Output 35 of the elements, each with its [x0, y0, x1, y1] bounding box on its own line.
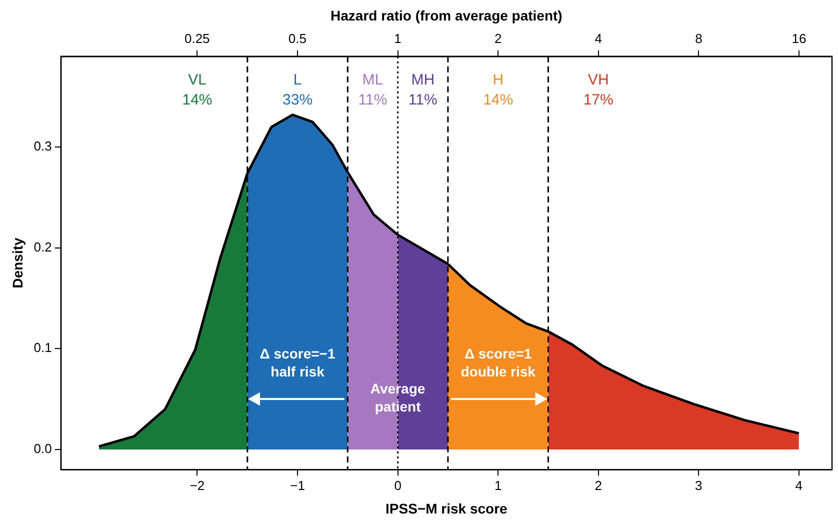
y-axis-title: Density — [9, 238, 26, 288]
annotation: 14% — [182, 92, 212, 109]
x-tick-label: −2 — [190, 478, 205, 493]
x2-tick-label: 0.5 — [288, 31, 306, 46]
x-axis-title: IPSS−M risk score — [386, 500, 508, 516]
annotation: 11% — [358, 92, 388, 109]
x-tick-label: 4 — [795, 478, 803, 493]
x-tick-label: 0 — [394, 478, 402, 493]
x-tick-label: 3 — [695, 478, 702, 493]
x2-tick-label: 4 — [594, 31, 602, 46]
x-tick-label: 2 — [594, 478, 602, 493]
text: VH — [588, 72, 609, 89]
x2-tick-label: 0.25 — [184, 31, 210, 46]
annotation: 17% — [583, 92, 614, 109]
x2-tick-label: 8 — [695, 31, 702, 46]
text: ML — [362, 72, 384, 89]
y-tick-label: 0.2 — [34, 239, 52, 254]
annotation: 11% — [408, 92, 438, 109]
text: VL — [188, 72, 206, 89]
text: MH — [411, 72, 435, 89]
text: H — [492, 72, 504, 89]
y-tick-label: 0.1 — [34, 340, 52, 356]
annotation: 33% — [282, 92, 313, 109]
y-tick-label: 0.0 — [34, 441, 52, 456]
annotation: Δ score=−1 half risk — [260, 345, 336, 380]
y-tick-label: 0.3 — [34, 138, 52, 154]
x-tick-label: 1 — [494, 478, 502, 493]
x2-tick-label: 2 — [494, 31, 502, 46]
x2-axis-title: Hazard ratio (from average patient) — [330, 7, 562, 24]
x2-tick-label: 1 — [394, 31, 402, 46]
annotation: Δ score=1 double risk — [460, 345, 536, 380]
annotation: 14% — [483, 92, 514, 109]
series-label: L — [293, 72, 302, 89]
x2-tick-label: 16 — [792, 31, 806, 46]
x-tick-label: −1 — [290, 478, 305, 493]
